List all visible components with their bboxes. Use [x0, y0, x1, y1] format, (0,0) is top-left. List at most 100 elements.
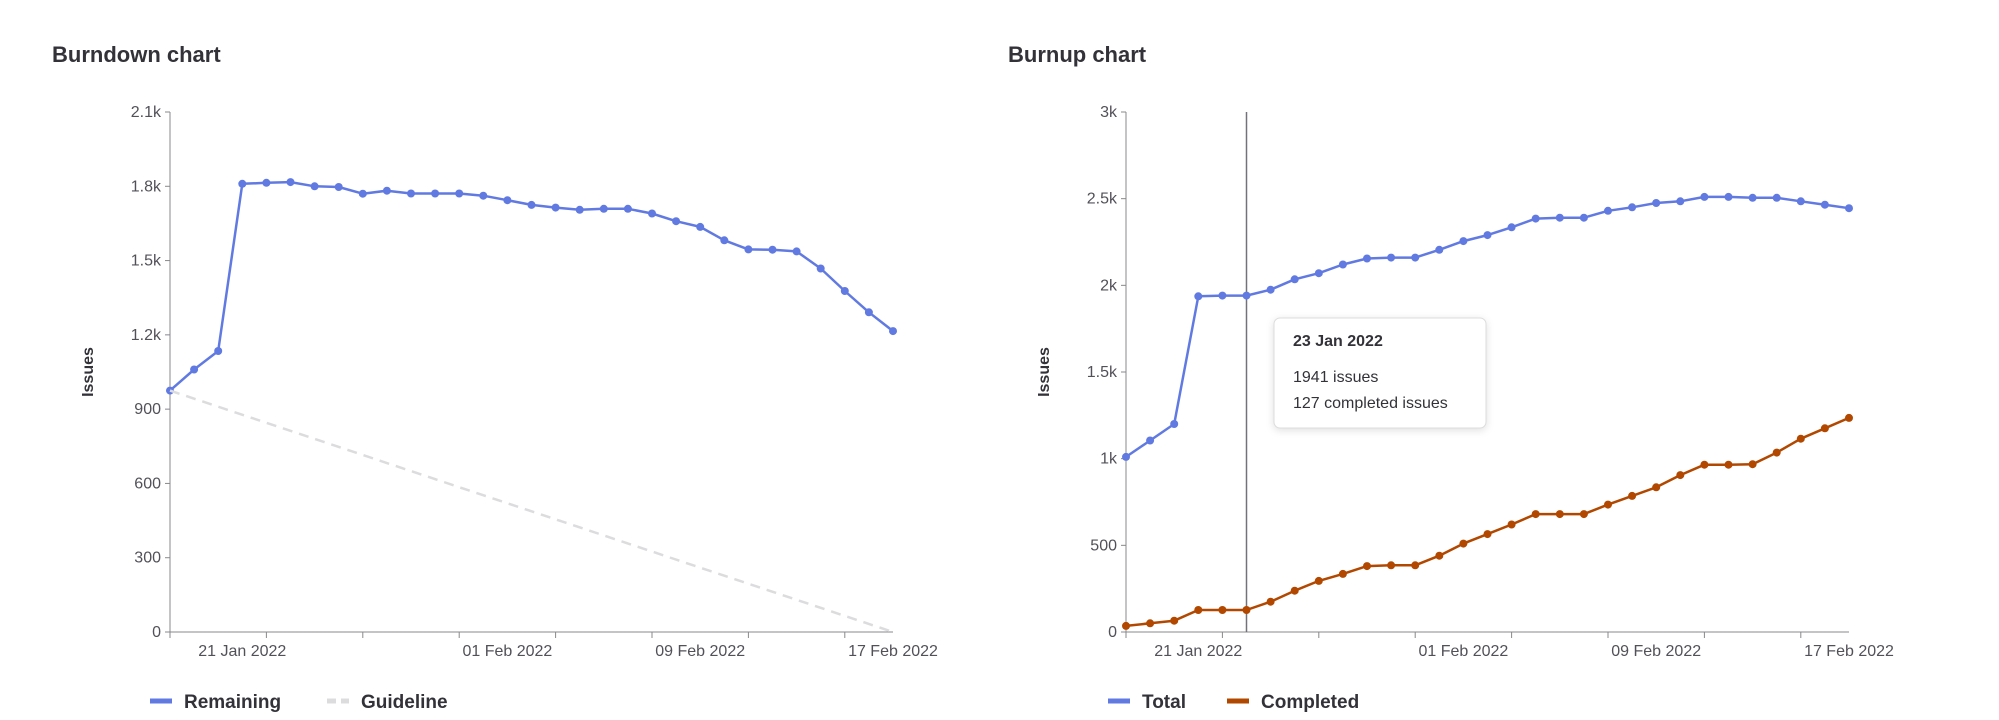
remaining-data-point[interactable]	[431, 189, 440, 198]
total-data-point[interactable]	[1724, 192, 1733, 201]
legend-label-completed[interactable]: Completed	[1261, 692, 1359, 713]
remaining-data-point[interactable]	[720, 236, 729, 245]
completed-data-point[interactable]	[1531, 510, 1540, 519]
total-data-point[interactable]	[1604, 206, 1612, 215]
remaining-data-point[interactable]	[768, 245, 777, 254]
completed-data-point[interactable]	[1555, 510, 1564, 519]
remaining-data-point[interactable]	[599, 204, 608, 213]
remaining-data-point[interactable]	[840, 287, 849, 295]
total-data-point[interactable]	[1146, 436, 1155, 445]
legend-label-total[interactable]: Total	[1142, 692, 1186, 713]
completed-data-point[interactable]	[1314, 576, 1323, 585]
total-data-point[interactable]	[1314, 269, 1323, 278]
remaining-data-point[interactable]	[262, 178, 271, 187]
completed-data-point[interactable]	[1363, 562, 1371, 571]
completed-data-point[interactable]	[1845, 413, 1853, 422]
total-data-point[interactable]	[1266, 285, 1275, 294]
remaining-data-point[interactable]	[407, 189, 415, 198]
remaining-data-point[interactable]	[238, 179, 247, 188]
completed-data-point[interactable]	[1796, 434, 1805, 443]
completed-data-point[interactable]	[1194, 606, 1203, 614]
remaining-data-point[interactable]	[696, 222, 705, 231]
total-data-point[interactable]	[1579, 213, 1588, 222]
completed-data-point[interactable]	[1459, 539, 1468, 548]
completed-data-point[interactable]	[1724, 460, 1733, 469]
remaining-data-point[interactable]	[648, 209, 656, 218]
total-data-point[interactable]	[1772, 193, 1781, 202]
completed-data-point[interactable]	[1748, 460, 1757, 469]
remaining-data-point[interactable]	[551, 203, 560, 212]
completed-data-point[interactable]	[1652, 483, 1661, 492]
total-data-point[interactable]	[1700, 192, 1709, 201]
remaining-data-point[interactable]	[623, 204, 632, 213]
completed-data-point[interactable]	[1266, 597, 1275, 606]
total-data-point[interactable]	[1122, 452, 1130, 461]
total-data-point[interactable]	[1796, 197, 1805, 206]
burnup-tooltip: 23 Jan 2022 1941 issues 127 completed is…	[1273, 317, 1487, 429]
total-data-point[interactable]	[1676, 197, 1685, 206]
completed-data-point[interactable]	[1676, 471, 1685, 480]
completed-data-point[interactable]	[1700, 460, 1709, 469]
remaining-data-point[interactable]	[190, 365, 199, 374]
completed-data-point[interactable]	[1820, 424, 1829, 433]
completed-data-point[interactable]	[1628, 491, 1637, 500]
completed-data-point[interactable]	[1387, 561, 1396, 570]
remaining-data-point[interactable]	[503, 196, 512, 205]
remaining-data-point[interactable]	[310, 182, 319, 191]
completed-data-point[interactable]	[1218, 606, 1227, 614]
legend-label-guideline[interactable]: Guideline	[361, 692, 448, 713]
total-data-point[interactable]	[1338, 260, 1347, 269]
total-data-point[interactable]	[1290, 275, 1299, 284]
legend-label-remaining[interactable]: Remaining	[184, 692, 281, 713]
remaining-data-point[interactable]	[479, 191, 488, 200]
remaining-data-point[interactable]	[889, 327, 897, 336]
remaining-data-point[interactable]	[286, 178, 295, 187]
total-data-point[interactable]	[1411, 253, 1420, 262]
completed-data-point[interactable]	[1435, 551, 1444, 560]
total-data-point[interactable]	[1748, 193, 1757, 202]
total-data-point[interactable]	[1531, 214, 1540, 223]
total-data-point[interactable]	[1507, 223, 1516, 232]
total-data-point[interactable]	[1652, 199, 1661, 207]
total-data-point[interactable]	[1435, 245, 1444, 254]
total-data-point[interactable]	[1363, 254, 1371, 263]
total-data-point[interactable]	[1242, 291, 1251, 300]
remaining-data-point[interactable]	[527, 200, 536, 209]
burnup-chart-title: Burnup chart	[1008, 42, 1147, 67]
completed-data-point[interactable]	[1507, 520, 1516, 529]
remaining-data-point[interactable]	[575, 205, 584, 214]
remaining-data-point[interactable]	[334, 183, 343, 191]
total-data-point[interactable]	[1820, 200, 1829, 209]
completed-data-point[interactable]	[1242, 606, 1251, 614]
remaining-data-point[interactable]	[744, 245, 753, 254]
x-tick-label: 09 Feb 2022	[655, 643, 745, 660]
completed-data-point[interactable]	[1411, 561, 1420, 570]
total-data-point[interactable]	[1628, 203, 1637, 212]
completed-data-point[interactable]	[1483, 530, 1492, 539]
remaining-data-point[interactable]	[864, 308, 873, 317]
completed-data-point[interactable]	[1146, 619, 1155, 628]
remaining-data-point[interactable]	[455, 189, 464, 198]
burnup-axes	[1121, 111, 1849, 638]
completed-data-point[interactable]	[1772, 448, 1781, 457]
total-data-point[interactable]	[1218, 291, 1227, 300]
remaining-data-point[interactable]	[792, 247, 801, 256]
total-data-point[interactable]	[1170, 420, 1179, 428]
completed-data-point[interactable]	[1338, 569, 1347, 578]
total-data-point[interactable]	[1555, 213, 1564, 222]
remaining-data-point[interactable]	[382, 186, 391, 195]
remaining-data-point[interactable]	[672, 217, 681, 226]
total-data-point[interactable]	[1483, 231, 1492, 240]
remaining-data-point[interactable]	[816, 264, 825, 273]
total-data-point[interactable]	[1845, 204, 1853, 213]
total-data-point[interactable]	[1459, 237, 1468, 246]
completed-data-point[interactable]	[1170, 616, 1179, 625]
completed-data-point[interactable]	[1290, 586, 1299, 595]
remaining-data-point[interactable]	[214, 347, 223, 355]
remaining-data-point[interactable]	[358, 189, 367, 198]
completed-data-point[interactable]	[1122, 621, 1130, 630]
completed-data-point[interactable]	[1604, 500, 1612, 509]
total-data-point[interactable]	[1387, 253, 1396, 262]
completed-data-point[interactable]	[1579, 510, 1588, 519]
total-data-point[interactable]	[1194, 292, 1203, 301]
